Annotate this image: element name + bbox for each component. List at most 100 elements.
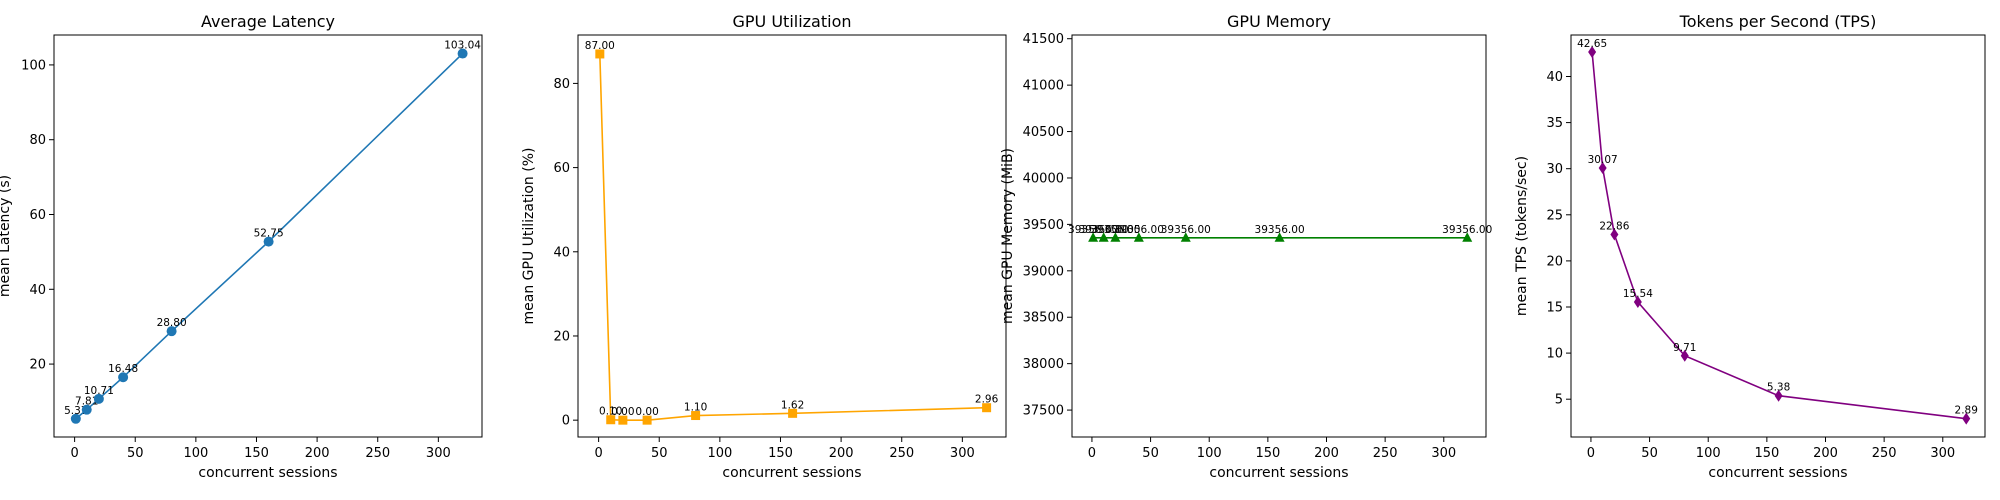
data-point bbox=[70, 413, 81, 424]
x-tick-label: 100 bbox=[1197, 446, 1222, 461]
y-tick-label: 20 bbox=[29, 358, 46, 373]
chart-panel-1: Average Latency 0 50 100 150 200 250 300 20 40 60 8… bbox=[0, 12, 483, 481]
x-axis-label: concurrent sessions bbox=[198, 465, 337, 481]
y-tick-label: 0 bbox=[562, 414, 570, 429]
y-axis-label: mean GPU Memory (MiB) bbox=[1000, 148, 1016, 324]
data-label: 0.00 bbox=[635, 406, 658, 418]
data-label: 42.65 bbox=[1577, 38, 1607, 50]
y-tick-label: 39000 bbox=[1023, 264, 1064, 279]
y-tick-label: 80 bbox=[29, 133, 46, 148]
y-tick-label: 20 bbox=[1546, 254, 1563, 269]
y-tick-label: 41500 bbox=[1023, 32, 1064, 47]
y-tick-label: 30 bbox=[1546, 162, 1563, 177]
x-tick-label: 300 bbox=[950, 446, 975, 461]
data-point bbox=[1633, 296, 1642, 309]
y-tick-label: 80 bbox=[553, 77, 570, 92]
y-axis-label: mean GPU Utilization (%) bbox=[521, 148, 537, 325]
chart-title: Tokens per Second (TPS) bbox=[1679, 12, 1877, 31]
data-label: 30.07 bbox=[1588, 154, 1618, 166]
y-tick-label: 5 bbox=[1555, 393, 1563, 408]
x-tick-label: 50 bbox=[1142, 446, 1159, 461]
y-tick-label: 35 bbox=[1546, 116, 1563, 131]
data-label: 7.81 bbox=[75, 396, 98, 408]
data-point bbox=[1610, 228, 1619, 241]
data-point bbox=[618, 415, 628, 425]
series-line bbox=[599, 53, 987, 421]
data-point bbox=[691, 411, 701, 421]
data-label: 5.37 bbox=[64, 405, 87, 417]
y-tick-label: 10 bbox=[1546, 347, 1563, 362]
chart-title: GPU Memory bbox=[1227, 12, 1331, 31]
data-point bbox=[1274, 232, 1285, 242]
x-tick-label: 150 bbox=[1255, 446, 1280, 461]
x-axis-label: concurrent sessions bbox=[722, 465, 861, 481]
data-point bbox=[1098, 232, 1109, 242]
data-point bbox=[166, 326, 177, 337]
data-label: 39356.00 bbox=[1255, 224, 1305, 236]
x-tick-label: 250 bbox=[889, 446, 914, 461]
y-tick-label: 60 bbox=[553, 161, 570, 176]
data-label: 39356.00 bbox=[1068, 224, 1118, 236]
chart-panel-3: GPU Memory 0 50 100 150 200 250 300 37500 38000 38… bbox=[1000, 12, 1492, 481]
data-point bbox=[642, 415, 652, 425]
x-axis-label: concurrent sessions bbox=[1209, 465, 1348, 481]
data-label: 2.96 bbox=[975, 394, 999, 406]
chart-title: GPU Utilization bbox=[732, 12, 851, 31]
y-tick-label: 15 bbox=[1546, 300, 1563, 315]
y-tick-label: 38000 bbox=[1023, 357, 1064, 372]
x-tick-label: 150 bbox=[1754, 446, 1779, 461]
y-tick-label: 37500 bbox=[1023, 404, 1064, 419]
data-point bbox=[1962, 412, 1971, 425]
data-label: 52.75 bbox=[254, 228, 284, 240]
y-tick-label: 25 bbox=[1546, 208, 1563, 223]
data-point bbox=[1462, 232, 1473, 242]
data-label: 9.71 bbox=[1673, 342, 1696, 354]
data-label: 87.00 bbox=[585, 40, 615, 52]
chart-panel-4: Tokens per Second (TPS) 0 50 100 150 200 250 30… bbox=[1514, 12, 1986, 481]
x-tick-label: 200 bbox=[1314, 446, 1339, 461]
x-tick-label: 150 bbox=[244, 446, 269, 461]
data-point bbox=[1133, 232, 1144, 242]
x-tick-label: 300 bbox=[1930, 446, 1955, 461]
chart-title: Average Latency bbox=[201, 12, 335, 31]
y-tick-label: 40 bbox=[553, 245, 570, 260]
data-point bbox=[788, 408, 798, 418]
x-tick-label: 150 bbox=[768, 446, 793, 461]
y-tick-label: 100 bbox=[21, 58, 46, 73]
x-tick-label: 50 bbox=[651, 446, 668, 461]
y-tick-label: 40000 bbox=[1023, 171, 1064, 186]
data-label: 5.38 bbox=[1767, 382, 1790, 394]
x-tick-label: 200 bbox=[1813, 446, 1838, 461]
x-tick-label: 250 bbox=[365, 446, 390, 461]
x-tick-label: 250 bbox=[1872, 446, 1897, 461]
y-axis-label: mean Latency (s) bbox=[0, 175, 13, 297]
data-point bbox=[1774, 389, 1783, 402]
data-point bbox=[1598, 162, 1607, 175]
data-point bbox=[1088, 232, 1099, 242]
data-point bbox=[1110, 232, 1121, 242]
plot-frame bbox=[577, 34, 1007, 438]
data-label: 39356.00 bbox=[1079, 224, 1129, 236]
chart-panel-2: GPU Utilization 0 50 100 150 200 250 300 0 20 40 60… bbox=[521, 12, 1007, 481]
y-tick-label: 41000 bbox=[1023, 79, 1064, 94]
data-point bbox=[595, 49, 605, 59]
x-tick-label: 250 bbox=[1373, 446, 1398, 461]
x-tick-label: 0 bbox=[1587, 446, 1595, 461]
data-label: 28.80 bbox=[157, 317, 187, 329]
series-line bbox=[1591, 51, 1967, 420]
data-label: 39356.00 bbox=[1090, 224, 1140, 236]
data-label: 39356.00 bbox=[1114, 224, 1164, 236]
x-tick-label: 100 bbox=[183, 446, 208, 461]
data-point bbox=[118, 372, 129, 383]
x-tick-label: 0 bbox=[594, 446, 602, 461]
x-tick-label: 0 bbox=[70, 446, 78, 461]
x-tick-label: 50 bbox=[1641, 446, 1658, 461]
data-label: 0.10 bbox=[599, 406, 622, 418]
data-point bbox=[457, 48, 468, 59]
data-label: 10.71 bbox=[84, 385, 114, 397]
y-tick-label: 40 bbox=[29, 283, 46, 298]
x-tick-label: 200 bbox=[829, 446, 854, 461]
data-point bbox=[1180, 232, 1191, 242]
plot-frame bbox=[53, 34, 483, 438]
data-label: 2.89 bbox=[1955, 405, 1978, 417]
